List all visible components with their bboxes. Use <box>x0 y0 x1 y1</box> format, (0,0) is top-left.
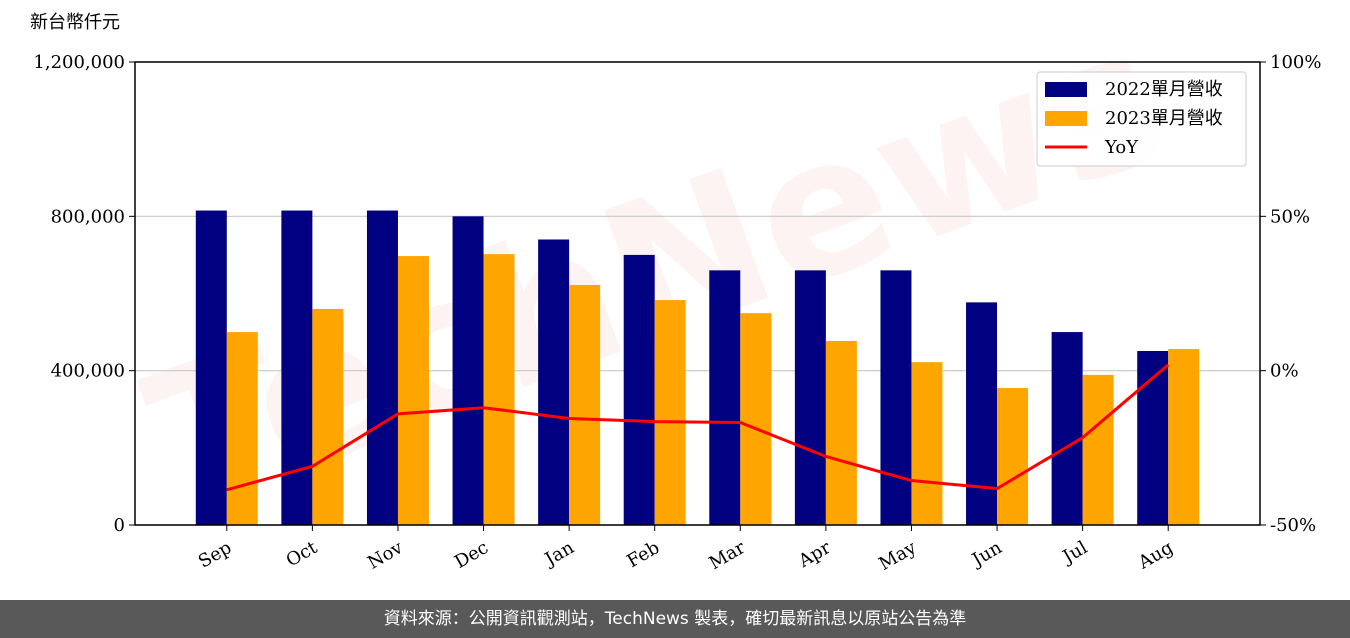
x-tick-label: May <box>875 537 920 575</box>
x-tick-label: Nov <box>364 537 407 574</box>
footer: 資料來源：公開資訊觀測站，TechNews 製表，確切最新訊息以原站公告為準 <box>0 600 1350 638</box>
bar <box>226 332 258 525</box>
y2-tick-label: 100% <box>1270 52 1321 73</box>
bar <box>997 388 1029 525</box>
y2-tick-label: 0% <box>1270 361 1299 382</box>
x-tick-label: Apr <box>794 537 834 572</box>
x-tick-label: Mar <box>706 537 750 574</box>
bar <box>1051 332 1083 525</box>
chart: 新台幣仟元 TechNews 0400,000800,0001,200,000-… <box>30 0 1321 575</box>
x-tick-label: Aug <box>1134 537 1177 574</box>
x-tick-label: Jun <box>967 537 1006 572</box>
bar <box>825 340 857 525</box>
x-tick-label: Jul <box>1058 537 1092 569</box>
y-tick-label: 400,000 <box>51 361 125 382</box>
y-tick-label: 1,200,000 <box>33 52 125 73</box>
bar <box>794 270 826 525</box>
bar <box>312 308 344 525</box>
y-axis-label: 新台幣仟元 <box>30 12 120 33</box>
bar <box>623 254 655 525</box>
legend-swatch <box>1045 111 1087 126</box>
y-tick-label: 0 <box>114 515 125 536</box>
y-tick-label: 800,000 <box>51 206 125 227</box>
bar <box>911 362 943 525</box>
plot-frame <box>134 61 1261 526</box>
legend-swatch <box>1045 82 1087 97</box>
bar <box>569 285 601 525</box>
x-tick-label: Jan <box>540 537 578 571</box>
bar <box>366 210 398 525</box>
legend-label: 2023單月營收 <box>1105 108 1223 129</box>
y2-tick-label: 50% <box>1270 206 1310 227</box>
bar <box>654 300 686 525</box>
y2-tick-label: -50% <box>1270 515 1316 536</box>
bar <box>740 313 772 525</box>
x-tick-label: Feb <box>624 537 664 572</box>
bar <box>452 216 484 526</box>
bar <box>538 239 570 525</box>
legend-box <box>1036 71 1247 167</box>
legend-label: 2022單月營收 <box>1105 79 1223 100</box>
bar <box>281 210 313 525</box>
bar <box>709 270 741 525</box>
bar <box>1168 349 1200 525</box>
bar <box>195 210 227 525</box>
bar <box>397 256 429 525</box>
bar <box>1137 350 1169 525</box>
line <box>226 363 1170 492</box>
x-tick-label: Oct <box>283 537 322 572</box>
legend-label: YoY <box>1104 137 1139 158</box>
bar <box>966 302 998 525</box>
x-tick-label: Dec <box>451 537 492 573</box>
bar <box>1082 374 1114 525</box>
bar <box>483 254 515 525</box>
bar <box>880 270 912 525</box>
